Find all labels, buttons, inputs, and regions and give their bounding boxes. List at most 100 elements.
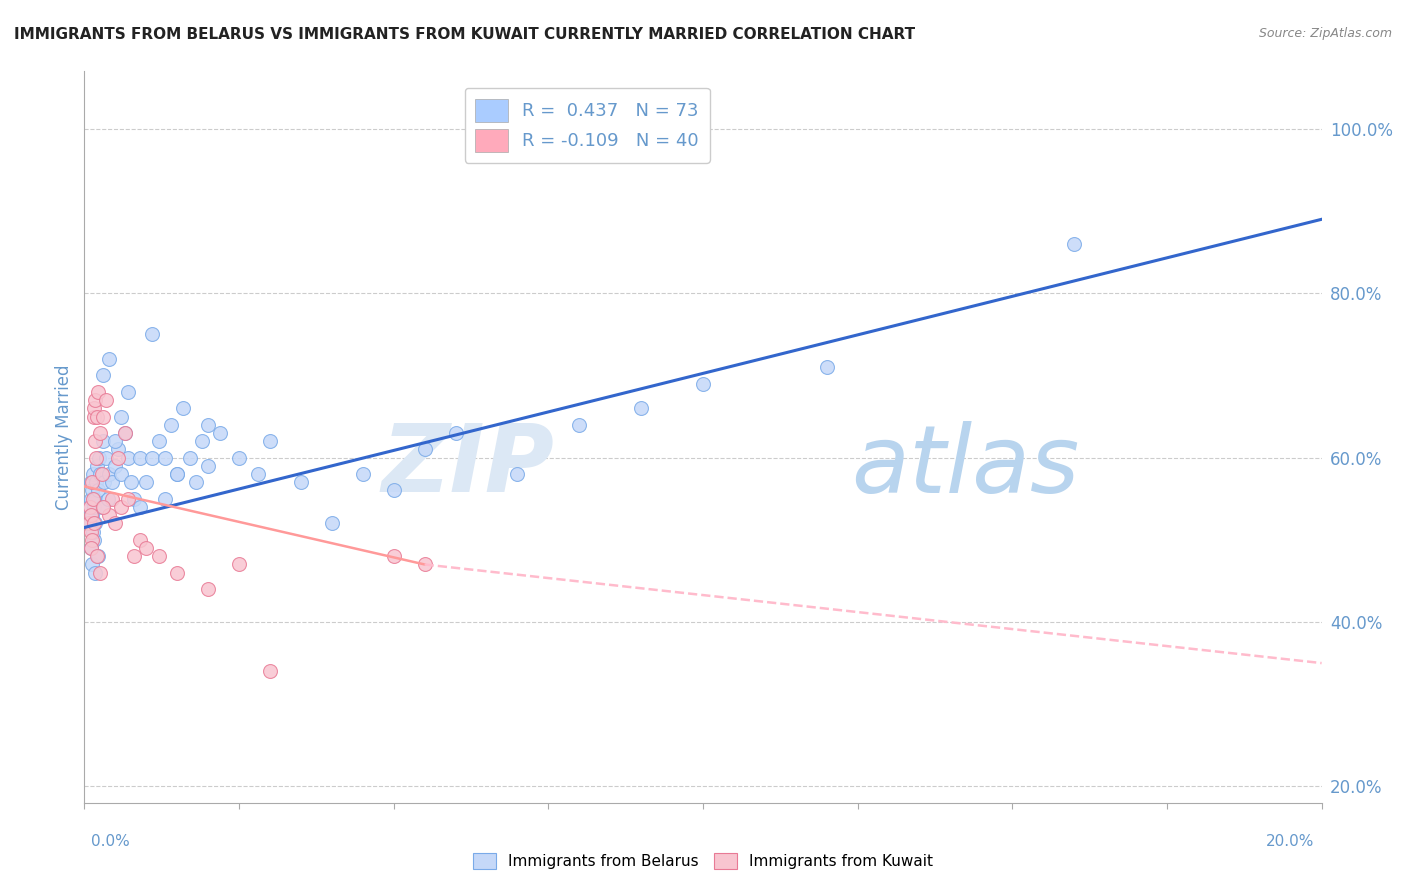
Point: [79, 516, 101, 531]
Point: [83, 500, 105, 514]
Point: [80, 508, 103, 523]
Point: [79, 500, 101, 514]
Point: [79, 524, 101, 539]
Point: [122, 549, 145, 564]
Point: [184, 475, 207, 490]
Point: [444, 425, 467, 440]
Point: [568, 417, 591, 432]
Point: [101, 475, 124, 490]
Point: [89, 566, 111, 580]
Point: [89, 425, 111, 440]
Point: [86, 458, 108, 473]
Point: [84, 434, 107, 449]
Point: [141, 327, 163, 342]
Point: [83, 533, 105, 547]
Point: [692, 376, 714, 391]
Point: [382, 483, 405, 498]
Text: ZIP: ZIP: [381, 420, 554, 512]
Point: [120, 475, 142, 490]
Point: [91, 500, 114, 514]
Point: [80, 475, 103, 490]
Text: 0.0%: 0.0%: [91, 834, 131, 849]
Point: [172, 401, 194, 416]
Point: [129, 450, 152, 465]
Point: [84, 491, 107, 506]
Point: [197, 582, 219, 596]
Point: [94, 393, 117, 408]
Point: [83, 401, 105, 416]
Point: [110, 500, 132, 514]
Point: [98, 508, 121, 523]
Point: [84, 450, 107, 465]
Point: [104, 516, 127, 531]
Point: [98, 351, 121, 366]
Point: [79, 491, 101, 506]
Point: [117, 450, 139, 465]
Text: Source: ZipAtlas.com: Source: ZipAtlas.com: [1258, 27, 1392, 40]
Point: [80, 475, 103, 490]
Point: [101, 491, 124, 506]
Text: IMMIGRANTS FROM BELARUS VS IMMIGRANTS FROM KUWAIT CURRENTLY MARRIED CORRELATION : IMMIGRANTS FROM BELARUS VS IMMIGRANTS FR…: [14, 27, 915, 42]
Point: [83, 393, 105, 408]
Point: [166, 566, 188, 580]
Point: [91, 368, 114, 383]
Point: [104, 434, 127, 449]
Point: [135, 541, 157, 555]
Point: [110, 409, 132, 424]
Point: [122, 491, 145, 506]
Point: [259, 434, 281, 449]
Point: [209, 425, 232, 440]
Point: [84, 475, 107, 490]
Point: [321, 516, 343, 531]
Point: [630, 401, 652, 416]
Point: [117, 384, 139, 399]
Point: [107, 450, 129, 465]
Point: [110, 467, 132, 481]
Y-axis label: Currently Married: Currently Married: [55, 364, 73, 510]
Point: [191, 434, 214, 449]
Point: [79, 516, 101, 531]
Point: [815, 360, 838, 375]
Point: [148, 549, 170, 564]
Point: [259, 665, 281, 679]
Point: [91, 434, 114, 449]
Point: [82, 491, 104, 506]
Point: [93, 475, 115, 490]
Point: [129, 500, 152, 514]
Point: [228, 450, 250, 465]
Point: [104, 458, 127, 473]
Point: [89, 450, 111, 465]
Text: atlas: atlas: [852, 421, 1080, 512]
Point: [141, 450, 163, 465]
Point: [94, 450, 117, 465]
Point: [197, 417, 219, 432]
Point: [80, 558, 103, 572]
Point: [82, 524, 104, 539]
Legend: Immigrants from Belarus, Immigrants from Kuwait: Immigrants from Belarus, Immigrants from…: [467, 847, 939, 875]
Point: [89, 467, 111, 481]
Point: [86, 409, 108, 424]
Point: [114, 425, 136, 440]
Point: [83, 409, 105, 424]
Point: [83, 516, 105, 531]
Point: [413, 442, 436, 457]
Point: [153, 491, 176, 506]
Point: [197, 458, 219, 473]
Point: [87, 384, 110, 399]
Point: [98, 467, 121, 481]
Point: [79, 500, 101, 514]
Text: 20.0%: 20.0%: [1267, 834, 1315, 849]
Point: [129, 533, 152, 547]
Point: [79, 541, 101, 555]
Point: [90, 467, 112, 481]
Point: [84, 566, 107, 580]
Point: [90, 500, 112, 514]
Point: [179, 450, 201, 465]
Point: [91, 409, 114, 424]
Point: [413, 558, 436, 572]
Point: [382, 549, 405, 564]
Point: [290, 475, 312, 490]
Point: [87, 483, 110, 498]
Point: [82, 467, 104, 481]
Point: [117, 491, 139, 506]
